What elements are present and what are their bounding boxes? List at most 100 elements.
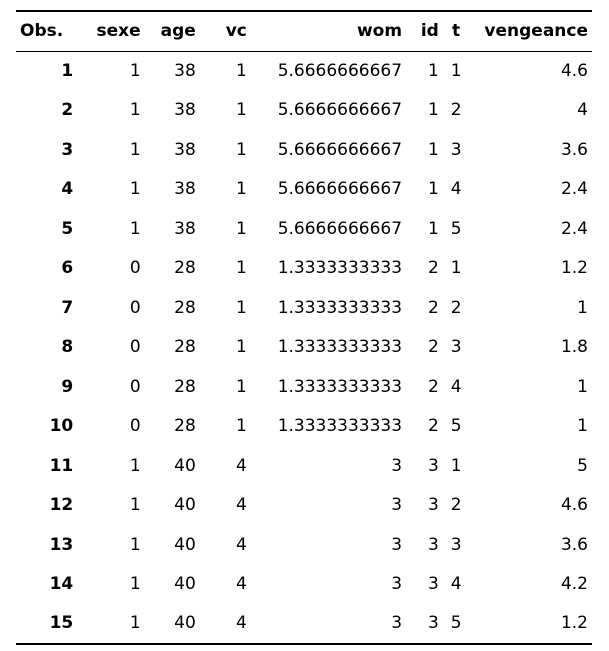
cell-vengeance: 1	[577, 297, 588, 318]
cell-t: 4	[450, 376, 462, 397]
cell-t: 2	[450, 495, 462, 516]
cell-id: 3	[428, 455, 439, 476]
cell-sexe: 1	[129, 613, 141, 634]
cell-vengeance: 4.6	[560, 61, 588, 81]
cell-wom: 1.3333333333	[277, 297, 403, 318]
table-body: 1 1 38 1 5.6666666667 1 1 4.6 2 1 38 1 5.6666666667 1…	[16, 51, 592, 644]
cell-wom: 5.6666666667	[277, 100, 403, 121]
cell-t: 4	[450, 179, 462, 200]
cell-sexe: 1	[129, 534, 141, 555]
cell-obs: 9	[61, 376, 74, 397]
table-row: 9 0 28 1 1.3333333333 2 4 1	[16, 367, 592, 407]
cell-id: 1	[428, 218, 439, 239]
cell-obs: 5	[61, 218, 74, 239]
cell-vc: 1	[236, 258, 247, 279]
cell-age: 40	[174, 495, 196, 516]
cell-vengeance: 3.6	[560, 139, 588, 160]
cell-vc: 4	[236, 455, 247, 476]
table-row: 3 1 38 1 5.6666666667 1 3 3.6	[16, 130, 592, 170]
cell-id: 2	[428, 337, 439, 358]
cell-age: 28	[174, 337, 196, 358]
cell-id: 3	[428, 495, 439, 516]
cell-obs: 3	[61, 139, 74, 160]
cell-obs: 11	[49, 455, 74, 476]
cell-age: 28	[174, 376, 196, 397]
cell-wom: 1.3333333333	[277, 376, 403, 397]
cell-sexe: 1	[129, 495, 141, 516]
cell-wom: 3	[391, 455, 403, 476]
table-row: 6 0 28 1 1.3333333333 2 1 1.2	[16, 249, 592, 289]
cell-id: 3	[428, 534, 439, 555]
cell-sexe: 1	[129, 139, 141, 160]
cell-sexe: 1	[129, 100, 141, 121]
cell-vengeance: 1.8	[560, 337, 588, 358]
cell-id: 2	[428, 416, 439, 437]
cell-t: 1	[450, 258, 462, 279]
cell-wom: 1.3333333333	[277, 337, 403, 358]
data-table-container: Obs. sexe age vc wom id t vengeance 1 1 38…	[16, 10, 592, 645]
cell-age: 38	[174, 61, 196, 81]
cell-t: 4	[450, 574, 462, 595]
cell-sexe: 1	[129, 61, 141, 81]
cell-obs: 7	[61, 297, 74, 318]
cell-sexe: 0	[129, 258, 141, 279]
cell-vc: 4	[236, 613, 247, 634]
cell-age: 40	[174, 574, 196, 595]
cell-vengeance: 3.6	[560, 534, 588, 555]
cell-age: 38	[174, 100, 196, 121]
cell-age: 38	[174, 179, 196, 200]
cell-vc: 1	[236, 139, 247, 160]
cell-obs: 12	[49, 495, 74, 516]
cell-id: 1	[428, 61, 439, 81]
cell-wom: 3	[391, 534, 403, 555]
table-row: 14 1 40 4 3 3 4 4.2	[16, 565, 592, 605]
cell-age: 40	[174, 534, 196, 555]
column-header-id: id	[406, 11, 443, 52]
cell-wom: 5.6666666667	[277, 218, 403, 239]
cell-vc: 1	[236, 218, 247, 239]
cell-vc: 1	[236, 100, 247, 121]
cell-obs: 1	[61, 61, 74, 81]
cell-vengeance: 2.4	[560, 218, 588, 239]
table-row: 4 1 38 1 5.6666666667 1 4 2.4	[16, 170, 592, 210]
column-header-sexe: sexe	[77, 11, 145, 52]
cell-t: 2	[450, 100, 462, 121]
table-header: Obs. sexe age vc wom id t vengeance	[16, 11, 592, 52]
cell-sexe: 0	[129, 376, 141, 397]
cell-obs: 8	[61, 337, 74, 358]
header-row: Obs. sexe age vc wom id t vengeance	[16, 11, 592, 52]
data-table: Obs. sexe age vc wom id t vengeance 1 1 38…	[16, 10, 592, 645]
cell-id: 1	[428, 139, 439, 160]
cell-sexe: 0	[129, 297, 141, 318]
cell-obs: 2	[61, 100, 74, 121]
cell-id: 2	[428, 297, 439, 318]
cell-wom: 5.6666666667	[277, 61, 403, 81]
cell-obs: 4	[61, 179, 74, 200]
cell-sexe: 1	[129, 455, 141, 476]
cell-wom: 3	[391, 613, 403, 634]
cell-obs: 13	[49, 534, 74, 555]
cell-id: 3	[428, 574, 439, 595]
cell-vc: 4	[236, 574, 247, 595]
cell-obs: 14	[49, 574, 74, 595]
cell-vc: 1	[236, 337, 247, 358]
cell-wom: 5.6666666667	[277, 139, 403, 160]
cell-wom: 3	[391, 495, 403, 516]
cell-id: 1	[428, 100, 439, 121]
cell-vengeance: 1.2	[560, 613, 588, 634]
table-row: 5 1 38 1 5.6666666667 1 5 2.4	[16, 209, 592, 249]
cell-wom: 1.3333333333	[277, 416, 403, 437]
cell-sexe: 1	[129, 574, 141, 595]
cell-vc: 1	[236, 61, 247, 81]
cell-id: 1	[428, 179, 439, 200]
cell-vengeance: 1.2	[560, 258, 588, 279]
cell-vc: 1	[236, 376, 247, 397]
cell-t: 3	[450, 337, 462, 358]
cell-age: 28	[174, 297, 196, 318]
table-row: 1 1 38 1 5.6666666667 1 1 4.6	[16, 51, 592, 91]
table-row: 12 1 40 4 3 3 2 4.6	[16, 486, 592, 526]
column-header-t: t	[442, 11, 470, 52]
cell-vengeance: 4	[577, 100, 588, 121]
cell-vengeance: 5	[577, 455, 588, 476]
cell-age: 40	[174, 455, 196, 476]
